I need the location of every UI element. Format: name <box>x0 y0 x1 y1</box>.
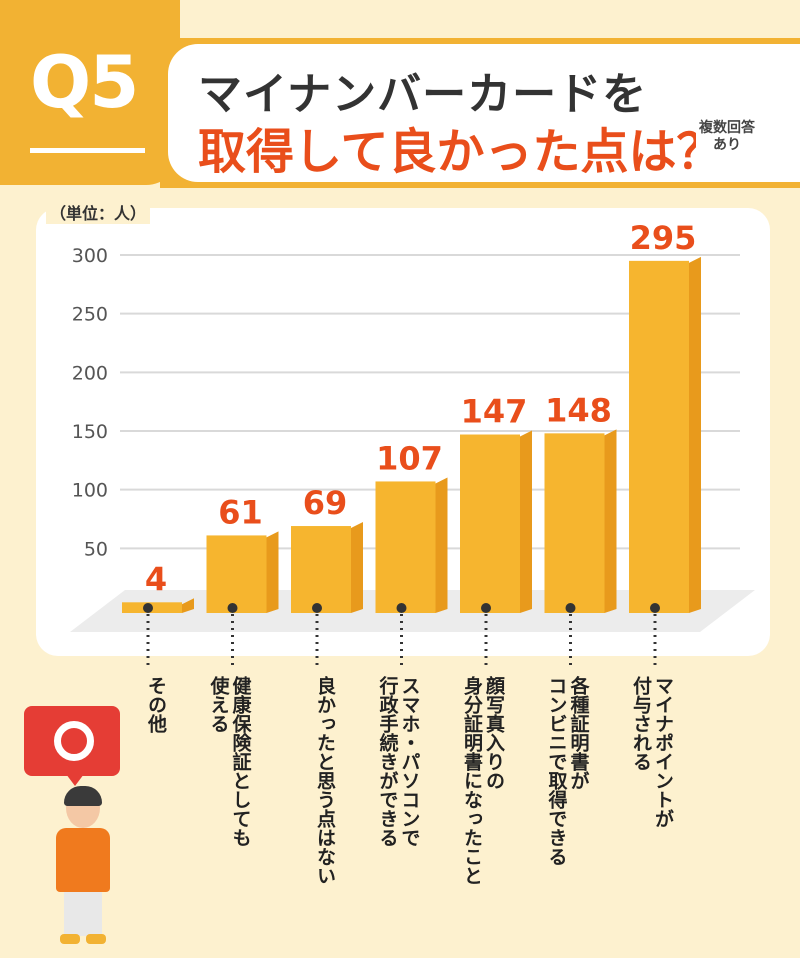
bar-side <box>520 430 532 613</box>
note-line-2: あり <box>713 137 741 153</box>
y-axis-unit-label: （単位：人） <box>46 200 151 224</box>
y-tick-label: 100 <box>72 480 108 502</box>
bar-side <box>182 598 194 613</box>
bar-marker-dot <box>650 603 660 613</box>
category-label: 使える <box>208 676 231 733</box>
person-shoe-left <box>60 934 80 944</box>
y-tick-label: 200 <box>72 362 108 384</box>
bar-side <box>266 531 279 613</box>
category-label: 付与される <box>630 675 652 771</box>
title-line-1: マイナンバーカードを <box>198 69 648 120</box>
question-underline <box>30 148 145 153</box>
value-label: 147 <box>461 393 528 431</box>
category-label: コンビニで取得できる <box>546 676 569 866</box>
y-tick-label: 250 <box>72 304 108 326</box>
bar <box>291 526 351 613</box>
category-label: 行政手続きができる <box>377 675 400 847</box>
category-label: 良かったと思う点はない <box>314 675 336 885</box>
bar-marker-dot <box>312 603 322 613</box>
speech-bubble-tail <box>66 774 84 786</box>
y-tick-label: 300 <box>72 245 108 267</box>
bar-side <box>604 429 617 613</box>
multiple-answer-note: 複数回答 あり <box>696 120 758 154</box>
y-tick-label: 50 <box>84 538 108 560</box>
bar-marker-dot <box>481 603 491 613</box>
value-label: 107 <box>376 439 443 477</box>
person-shoe-right <box>86 934 106 944</box>
value-label: 148 <box>545 391 612 429</box>
category-label: スマホ・パソコンで <box>399 676 421 847</box>
value-label: 69 <box>303 484 348 522</box>
title-card <box>168 44 800 182</box>
person-hair <box>64 786 102 806</box>
bar <box>375 481 436 613</box>
category-label: マイナポイントが <box>652 676 674 828</box>
value-label: 4 <box>145 560 167 598</box>
bar-marker-dot <box>396 603 407 613</box>
note-line-1: 複数回答 <box>699 120 755 136</box>
category-label: その他 <box>145 676 168 733</box>
category-label: 顔写真入りの <box>483 675 506 790</box>
category-label: 身分証明書になったこと <box>461 675 483 885</box>
title-line-2: 取得して良かった点は？ <box>198 124 725 180</box>
bar-side <box>351 522 363 613</box>
bar-side <box>435 477 448 613</box>
question-badge: Q5 <box>0 0 180 185</box>
bar-side <box>689 256 701 613</box>
y-tick-label: 150 <box>72 421 108 443</box>
person-icon <box>48 786 118 948</box>
bar-marker-dot <box>565 603 576 613</box>
bar <box>544 433 605 613</box>
bar-marker-dot <box>227 603 238 613</box>
category-label: 各種証明書が <box>568 675 591 790</box>
value-label: 61 <box>218 493 263 531</box>
bar <box>629 260 689 613</box>
value-label: 295 <box>630 219 697 257</box>
bar <box>460 434 520 613</box>
question-number: Q5 <box>30 40 139 124</box>
person-legs <box>64 892 102 936</box>
circle-ring-icon <box>54 721 94 761</box>
bar-marker-dot <box>143 603 153 613</box>
category-label: 健康保険証としても <box>230 675 253 847</box>
bar <box>206 535 267 613</box>
person-torso <box>56 828 110 892</box>
